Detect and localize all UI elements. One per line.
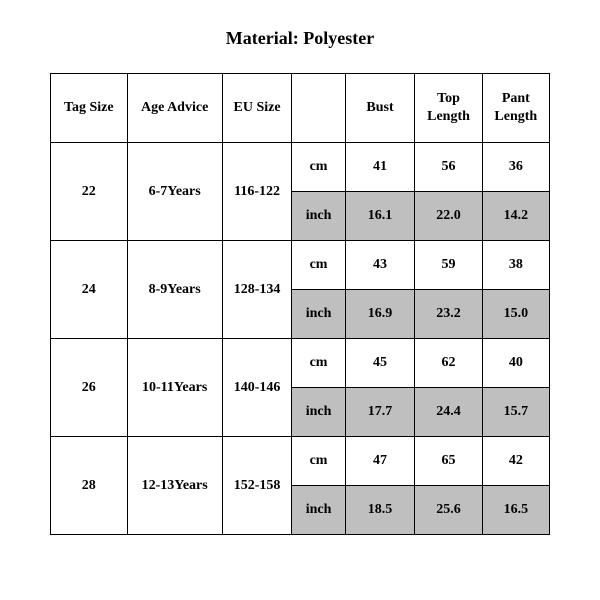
cell-unit-inch: inch bbox=[292, 192, 345, 241]
cell-unit-cm: cm bbox=[292, 437, 345, 486]
cell-bust-inch: 16.9 bbox=[345, 290, 415, 339]
cell-top-inch: 25.6 bbox=[415, 486, 482, 535]
col-top-length: Top Length bbox=[415, 74, 482, 143]
col-tag-size: Tag Size bbox=[51, 74, 128, 143]
cell-tag: 24 bbox=[51, 241, 128, 339]
cell-eu: 128-134 bbox=[222, 241, 292, 339]
col-age-advice: Age Advice bbox=[127, 74, 222, 143]
table-row: 28 12-13Years 152-158 cm 47 65 42 bbox=[51, 437, 550, 486]
table-row: 22 6-7Years 116-122 cm 41 56 36 bbox=[51, 143, 550, 192]
cell-eu: 152-158 bbox=[222, 437, 292, 535]
cell-top-cm: 62 bbox=[415, 339, 482, 388]
cell-top-cm: 59 bbox=[415, 241, 482, 290]
cell-unit-cm: cm bbox=[292, 339, 345, 388]
col-eu-size: EU Size bbox=[222, 74, 292, 143]
cell-pant-inch: 14.2 bbox=[482, 192, 549, 241]
cell-pant-cm: 40 bbox=[482, 339, 549, 388]
cell-unit-cm: cm bbox=[292, 241, 345, 290]
cell-top-inch: 24.4 bbox=[415, 388, 482, 437]
cell-bust-cm: 45 bbox=[345, 339, 415, 388]
cell-pant-cm: 38 bbox=[482, 241, 549, 290]
size-chart-table: Tag Size Age Advice EU Size Bust Top Len… bbox=[50, 73, 550, 535]
cell-age: 12-13Years bbox=[127, 437, 222, 535]
cell-bust-inch: 18.5 bbox=[345, 486, 415, 535]
cell-unit-cm: cm bbox=[292, 143, 345, 192]
cell-bust-inch: 16.1 bbox=[345, 192, 415, 241]
cell-unit-inch: inch bbox=[292, 290, 345, 339]
cell-age: 6-7Years bbox=[127, 143, 222, 241]
page-title: Material: Polyester bbox=[50, 28, 550, 49]
col-bust: Bust bbox=[345, 74, 415, 143]
cell-age: 10-11Years bbox=[127, 339, 222, 437]
cell-bust-inch: 17.7 bbox=[345, 388, 415, 437]
cell-top-inch: 23.2 bbox=[415, 290, 482, 339]
cell-tag: 22 bbox=[51, 143, 128, 241]
cell-eu: 116-122 bbox=[222, 143, 292, 241]
cell-tag: 28 bbox=[51, 437, 128, 535]
cell-pant-inch: 15.7 bbox=[482, 388, 549, 437]
cell-pant-inch: 15.0 bbox=[482, 290, 549, 339]
cell-pant-cm: 36 bbox=[482, 143, 549, 192]
cell-top-cm: 56 bbox=[415, 143, 482, 192]
cell-age: 8-9Years bbox=[127, 241, 222, 339]
cell-bust-cm: 43 bbox=[345, 241, 415, 290]
cell-eu: 140-146 bbox=[222, 339, 292, 437]
cell-pant-cm: 42 bbox=[482, 437, 549, 486]
table-row: 26 10-11Years 140-146 cm 45 62 40 bbox=[51, 339, 550, 388]
col-unit bbox=[292, 74, 345, 143]
cell-top-cm: 65 bbox=[415, 437, 482, 486]
cell-tag: 26 bbox=[51, 339, 128, 437]
cell-bust-cm: 41 bbox=[345, 143, 415, 192]
table-header-row: Tag Size Age Advice EU Size Bust Top Len… bbox=[51, 74, 550, 143]
table-row: 24 8-9Years 128-134 cm 43 59 38 bbox=[51, 241, 550, 290]
cell-pant-inch: 16.5 bbox=[482, 486, 549, 535]
cell-unit-inch: inch bbox=[292, 388, 345, 437]
cell-unit-inch: inch bbox=[292, 486, 345, 535]
col-pant-length: Pant Length bbox=[482, 74, 549, 143]
cell-top-inch: 22.0 bbox=[415, 192, 482, 241]
cell-bust-cm: 47 bbox=[345, 437, 415, 486]
